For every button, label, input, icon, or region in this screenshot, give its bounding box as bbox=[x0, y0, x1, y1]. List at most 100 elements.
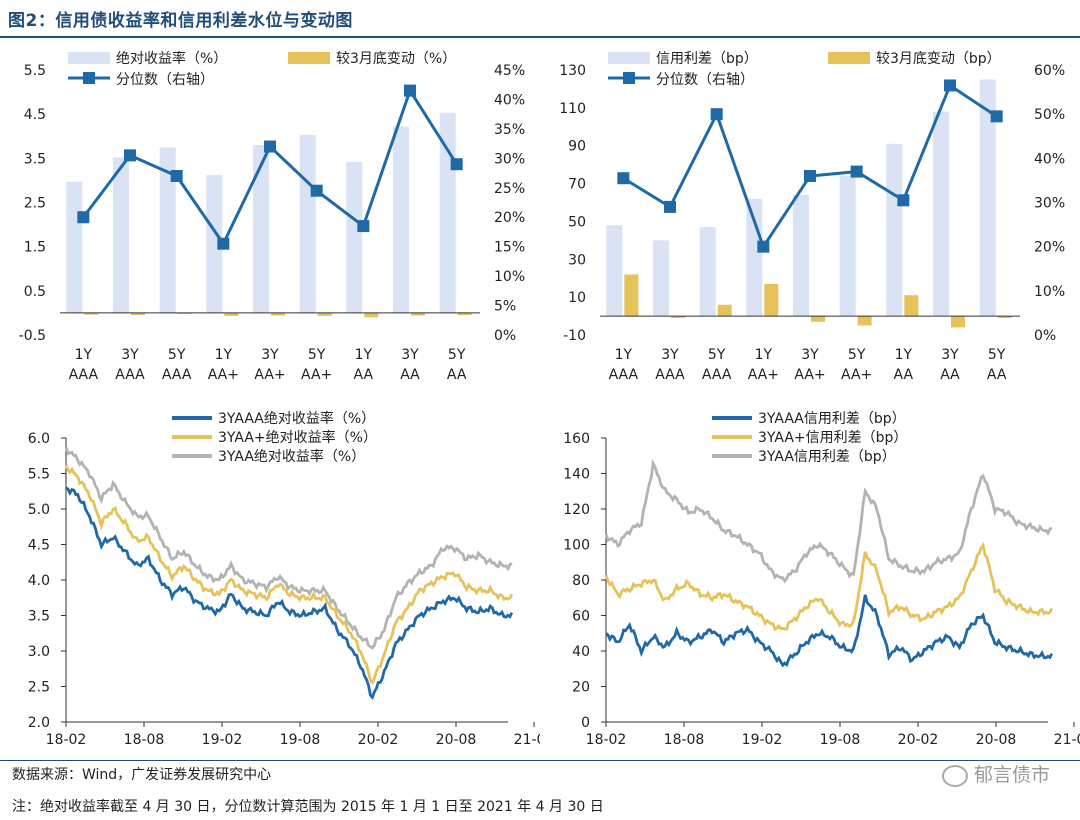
y-tick-label: 2.0 bbox=[28, 715, 50, 731]
x-tick-label-top: 3Y bbox=[401, 347, 419, 363]
y-tick-label: 160 bbox=[563, 431, 590, 447]
y-tick-label: 0 bbox=[581, 715, 590, 731]
legend-label-level: 绝对收益率（%） bbox=[116, 50, 227, 67]
percentile-marker bbox=[710, 108, 723, 121]
level-bar bbox=[979, 79, 996, 317]
yield-history-chart: 6.0 5.5 5.0 4.5 4.0 3.5 3.0 2.5 2.0 18-02 18-08 19-… bbox=[0, 400, 555, 759]
change-bar bbox=[271, 312, 285, 316]
x-tick-label: 20-08 bbox=[436, 732, 477, 748]
percentile-marker bbox=[664, 200, 676, 213]
legend-label-percentile: 分位数（右轴） bbox=[656, 72, 754, 88]
x-tick-label: 18-02 bbox=[46, 732, 87, 748]
y-tick-label: 3.0 bbox=[28, 644, 50, 660]
percentile-marker bbox=[617, 172, 630, 185]
x-tick-label-bottom: AAA bbox=[162, 367, 192, 383]
right-y-tick-label: 0% bbox=[494, 328, 516, 344]
level-bar bbox=[839, 176, 856, 317]
x-tick-label: 19-02 bbox=[202, 732, 243, 748]
right-y-tick-label: 10% bbox=[1034, 284, 1065, 300]
y-tick-label: 60 bbox=[572, 609, 590, 625]
legend-swatch-percentile-marker bbox=[623, 72, 635, 84]
level-bar bbox=[746, 198, 763, 317]
level-bar bbox=[346, 161, 363, 313]
left-y-tick-label: 130 bbox=[559, 63, 586, 79]
left-y-tick-label: 30 bbox=[568, 252, 586, 268]
legend-label-0: 3YAAA信用利差（bp） bbox=[758, 411, 906, 427]
x-tick-label-bottom: AA+ bbox=[794, 367, 825, 383]
percentile-marker bbox=[124, 149, 136, 162]
level-bar bbox=[66, 181, 83, 313]
x-tick-label-bottom: AA bbox=[987, 367, 1007, 383]
percentile-marker bbox=[77, 211, 90, 224]
x-tick-label-bottom: AAA bbox=[69, 367, 99, 383]
yield-level-svg: 5.5 4.5 3.5 2.5 1.5 0.5 -0.5 45% 40% 35% 30% 25% 20%… bbox=[19, 50, 525, 383]
x-tick-label: 18-08 bbox=[664, 732, 705, 748]
y-tick-label: 80 bbox=[572, 573, 590, 589]
change-bar bbox=[857, 316, 872, 326]
y-tick-label: 6.0 bbox=[28, 431, 50, 447]
level-bar bbox=[933, 111, 949, 317]
x-tick-label-top: 1Y bbox=[215, 347, 233, 363]
x-tick-label-top: 3Y bbox=[801, 347, 819, 363]
percentile-marker bbox=[897, 194, 910, 207]
x-tick-label-top: 5Y bbox=[448, 347, 466, 363]
legend-label-level: 信用利差（bp） bbox=[656, 51, 758, 67]
right-y-tick-label: 20% bbox=[494, 210, 525, 226]
series-line-1 bbox=[64, 464, 514, 685]
level-bar bbox=[113, 157, 129, 313]
watermark: 郁言债市 bbox=[941, 760, 1050, 787]
x-tick-label-bottom: AA bbox=[447, 367, 467, 383]
right-y-tick-label: 45% bbox=[494, 63, 525, 79]
x-tick-label-bottom: AA+ bbox=[301, 367, 332, 383]
wechat-icon bbox=[941, 764, 968, 787]
x-tick-label: 20-02 bbox=[898, 732, 939, 748]
change-bar bbox=[997, 316, 1012, 318]
legend-label-change: 较3月底变动（%） bbox=[336, 51, 456, 67]
y-tick-label: 5.5 bbox=[28, 467, 50, 483]
level-bar bbox=[606, 225, 623, 317]
x-tick-label-top: 1Y bbox=[895, 347, 913, 363]
right-y-tick-label: 50% bbox=[1034, 107, 1065, 123]
y-tick-label: 40 bbox=[572, 644, 590, 660]
x-tick-label: 19-02 bbox=[742, 732, 783, 748]
footnote: 注：绝对收益率截至 4 月 30 日，分位数计算范围为 2015 年 1 月 1… bbox=[12, 799, 604, 815]
spread-history-svg: 160 140 120 100 80 60 40 20 018-02 18-08 19-02 19-0… bbox=[563, 411, 1080, 748]
x-tick-label: 20-08 bbox=[976, 732, 1017, 748]
x-tick-label-bottom: AA bbox=[400, 367, 420, 383]
level-bar bbox=[793, 194, 809, 317]
data-source: 数据来源：Wind，广发证券发展研究中心 bbox=[12, 767, 272, 783]
x-tick-label-top: 5Y bbox=[308, 347, 326, 363]
legend-label-change: 较3月底变动（bp） bbox=[876, 51, 1001, 67]
change-bar bbox=[717, 304, 732, 317]
x-tick-label-top: 1Y bbox=[615, 347, 633, 363]
x-tick-label-bottom: AA bbox=[940, 367, 960, 383]
right-y-tick-label: 60% bbox=[1034, 63, 1065, 79]
y-tick-label: 120 bbox=[563, 502, 590, 518]
change-bar bbox=[811, 316, 825, 322]
level-bar bbox=[159, 147, 176, 313]
x-tick-label: 21-02 bbox=[1054, 732, 1080, 748]
x-tick-label: 18-08 bbox=[124, 732, 165, 748]
left-y-tick-label: 90 bbox=[568, 139, 586, 155]
change-bar bbox=[624, 274, 639, 317]
x-tick-label: 19-08 bbox=[280, 732, 321, 748]
left-y-tick-label: -0.5 bbox=[19, 328, 46, 344]
percentile-marker bbox=[264, 140, 276, 153]
footer-divider bbox=[0, 760, 1080, 761]
y-tick-label: 20 bbox=[572, 680, 590, 696]
x-tick-label-bottom: AA+ bbox=[748, 367, 779, 383]
x-tick-label-bottom: AAA bbox=[655, 367, 685, 383]
change-bar bbox=[364, 312, 379, 318]
x-tick-label-bottom: AAA bbox=[115, 367, 145, 383]
left-y-tick-label: 70 bbox=[568, 177, 586, 193]
change-bar bbox=[457, 312, 472, 316]
left-y-tick-label: 50 bbox=[568, 214, 586, 230]
legend-swatch-level bbox=[68, 52, 110, 64]
series-line-0 bbox=[65, 486, 514, 700]
spread-history-chart: 160 140 120 100 80 60 40 20 0 18-02 18-08 19-02 19-0… bbox=[540, 400, 1080, 759]
percentile-marker bbox=[310, 184, 323, 197]
level-bar bbox=[653, 240, 669, 317]
y-tick-label: 4.5 bbox=[28, 538, 50, 554]
y-tick-label: 100 bbox=[563, 538, 590, 554]
legend-label-0: 3YAAA绝对收益率（%） bbox=[218, 410, 375, 427]
